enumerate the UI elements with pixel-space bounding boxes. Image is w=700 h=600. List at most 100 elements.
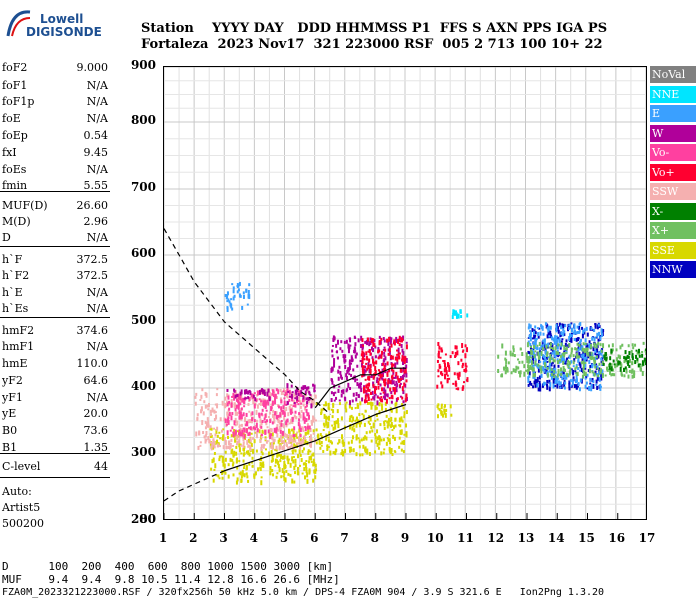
echo-point — [252, 426, 255, 430]
echo-point — [361, 374, 364, 378]
echo-point — [270, 428, 273, 433]
echo-point — [463, 368, 466, 372]
legend-item-x: X+ — [650, 222, 696, 239]
echo-point — [298, 449, 301, 455]
profile-curve-solid — [224, 403, 407, 472]
echo-point — [601, 360, 604, 365]
echo-point — [589, 351, 592, 357]
echo-point — [366, 451, 369, 455]
echo-point — [561, 352, 564, 356]
echo-point — [567, 359, 570, 363]
echo-point — [405, 397, 408, 402]
echo-point — [317, 435, 320, 440]
echo-point — [236, 477, 239, 482]
echo-point — [243, 452, 246, 456]
echo-point — [252, 394, 255, 398]
echo-point — [460, 315, 463, 319]
echo-point — [596, 324, 599, 330]
echo-point — [398, 352, 401, 355]
echo-point — [263, 417, 266, 421]
echo-point — [535, 383, 538, 386]
echo-point — [584, 372, 587, 377]
x-tick-label: 3 — [219, 531, 228, 545]
echo-point — [378, 410, 381, 415]
echo-point — [390, 343, 393, 348]
echo-point — [252, 451, 255, 454]
echo-point — [354, 419, 357, 422]
echo-point — [394, 366, 397, 369]
echo-point — [519, 370, 522, 375]
echo-point — [593, 328, 596, 332]
echo-point — [243, 433, 246, 439]
echo-point — [556, 377, 559, 381]
echo-point — [556, 338, 559, 343]
echo-point — [211, 442, 214, 448]
y-tick-label: 300 — [130, 445, 156, 459]
echo-point — [396, 383, 399, 388]
echo-point — [399, 367, 402, 373]
echo-point — [572, 365, 575, 368]
echo-point — [625, 368, 628, 374]
echo-point — [367, 362, 370, 367]
echo-point — [257, 467, 260, 472]
param-name: MUF(D) — [2, 199, 48, 212]
profile-curve-dashed — [164, 228, 331, 415]
echo-point — [526, 360, 529, 364]
echo-point — [455, 345, 458, 350]
echo-point — [228, 440, 231, 445]
echo-point — [211, 459, 214, 464]
echo-point — [455, 387, 458, 390]
echo-point — [338, 439, 341, 444]
echo-point — [388, 336, 391, 342]
echo-point — [302, 441, 305, 444]
echo-point — [454, 354, 457, 358]
echo-point — [251, 465, 254, 468]
echo-point — [260, 400, 263, 403]
echo-point — [539, 383, 542, 388]
echo-point — [250, 432, 253, 435]
echo-point — [283, 460, 286, 465]
echo-point — [362, 365, 365, 369]
echo-point — [388, 447, 391, 452]
echo-point — [258, 413, 261, 419]
echo-point — [534, 341, 537, 346]
param-row: foE N/A — [2, 111, 108, 127]
echo-point — [599, 336, 602, 341]
echo-point — [320, 440, 323, 444]
echo-point — [370, 398, 373, 401]
echo-point — [604, 352, 607, 357]
echo-point — [279, 444, 282, 450]
echo-point — [312, 478, 315, 483]
echo-point — [631, 353, 634, 359]
echo-point — [549, 330, 552, 335]
echo-point — [357, 394, 360, 398]
echo-point — [594, 370, 597, 375]
echo-point — [536, 346, 539, 350]
echo-point — [361, 350, 364, 355]
echo-point — [279, 412, 282, 418]
param-name: foF1 — [2, 79, 28, 92]
echo-point — [238, 424, 241, 427]
echo-point — [201, 388, 204, 392]
echo-point — [449, 404, 452, 409]
echo-point — [641, 351, 644, 354]
echo-point — [543, 382, 546, 386]
param-value: 20.0 — [83, 407, 109, 420]
echo-point — [503, 366, 506, 371]
legend-item-vo: Vo- — [650, 144, 696, 161]
echo-point — [464, 362, 467, 367]
echo-point — [537, 335, 540, 339]
echo-point — [388, 369, 391, 373]
echo-point — [274, 448, 277, 451]
echo-point — [247, 433, 250, 437]
echo-point — [366, 367, 369, 371]
echo-point — [340, 452, 343, 456]
echo-point — [290, 443, 293, 448]
echo-point — [552, 347, 555, 351]
legend-item-nnw: NNW — [650, 261, 696, 278]
echo-point — [400, 448, 403, 452]
echo-point — [219, 417, 222, 422]
echo-point — [244, 428, 247, 433]
echo-point — [365, 389, 368, 393]
echo-point — [294, 397, 297, 400]
